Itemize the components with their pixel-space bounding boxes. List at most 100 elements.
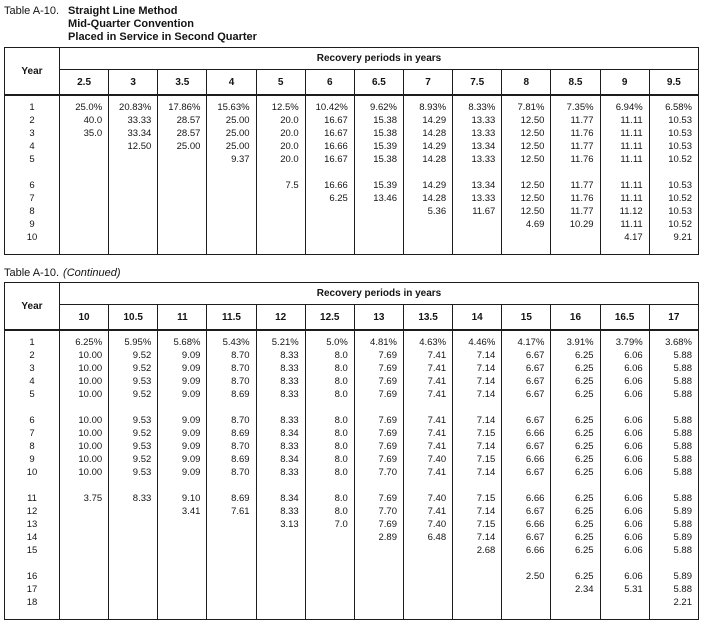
- value-cell: 7.14: [452, 388, 503, 401]
- table-row: 10 4.17 9.21: [4, 231, 700, 244]
- value-cell: 6.25%: [58, 336, 110, 349]
- value-cell: 6.25: [550, 492, 601, 505]
- value-cell: [402, 570, 454, 583]
- value-cell: [206, 218, 257, 231]
- value-cell: 40.0: [58, 114, 110, 127]
- spacer-row: [4, 95, 700, 101]
- value-cell: 6.06: [599, 570, 650, 583]
- table1-spacer-cell: [599, 166, 650, 179]
- value-cell: [108, 518, 159, 531]
- value-cell: 15.39: [353, 140, 404, 153]
- value-cell: [452, 583, 503, 596]
- value-cell: [157, 570, 208, 583]
- value-cell: 8.33: [255, 505, 306, 518]
- value-cell: 9.09: [157, 349, 208, 362]
- value-cell: 5.88: [648, 544, 700, 557]
- table1-spacer-cell: [402, 166, 454, 179]
- value-cell: [353, 583, 404, 596]
- table1-spacer-cell: [255, 244, 306, 255]
- table1-spacer-cell: [157, 166, 208, 179]
- year-cell: 8: [4, 205, 60, 218]
- value-cell: 8.0: [304, 492, 355, 505]
- table2-spacer-cell: [255, 401, 306, 414]
- table1-spacer-cell: [452, 166, 503, 179]
- table2-spacer-cell: [4, 479, 60, 492]
- table2-spacer-cell: [599, 609, 650, 620]
- value-cell: 25.00: [206, 140, 257, 153]
- value-cell: 6.25: [550, 427, 601, 440]
- value-cell: 5.21%: [255, 336, 306, 349]
- value-cell: [304, 218, 355, 231]
- value-cell: 8.33: [255, 440, 306, 453]
- value-cell: [353, 596, 404, 609]
- table-row: 3 35.0 33.34 28.57 25.00 20.0 16.67 15.38 14.28 1…: [4, 127, 700, 140]
- table2-spacer-cell: [648, 479, 700, 492]
- table-row: 11 3.75 8.33 9.10 8.69 8.34 8.0 7.69 7.40 7.15 6.6…: [4, 492, 700, 505]
- value-cell: 10.52: [648, 192, 700, 205]
- value-cell: [108, 596, 159, 609]
- year-cell: 8: [4, 440, 60, 453]
- value-cell: 9.52: [108, 388, 159, 401]
- value-cell: 9.37: [206, 153, 257, 166]
- value-cell: [58, 518, 110, 531]
- value-cell: 7.69: [353, 492, 404, 505]
- value-cell: 3.13: [255, 518, 306, 531]
- value-cell: 6.25: [550, 388, 601, 401]
- table1-spacer-cell: [304, 166, 355, 179]
- table2-spacer-cell: [206, 479, 257, 492]
- value-cell: 6.06: [599, 427, 650, 440]
- table1-spacer-cell: [4, 244, 60, 255]
- table2-spacer-cell: [353, 609, 404, 620]
- value-cell: 6.67: [501, 388, 552, 401]
- value-cell: [304, 596, 355, 609]
- value-cell: 6.25: [550, 544, 601, 557]
- value-cell: 7.70: [353, 505, 404, 518]
- value-cell: 2.89: [353, 531, 404, 544]
- value-cell: [157, 583, 208, 596]
- value-cell: 7.15: [452, 453, 503, 466]
- value-cell: 9.52: [108, 427, 159, 440]
- table1-spacer-cell: [648, 95, 700, 101]
- value-cell: 6.67: [501, 414, 552, 427]
- table1-spacer-cell: [304, 244, 355, 255]
- value-cell: 10.53: [648, 179, 700, 192]
- value-cell: 25.0%: [58, 101, 110, 114]
- value-cell: 9.09: [157, 466, 208, 479]
- value-cell: 6.06: [599, 544, 650, 557]
- value-cell: 10.00: [58, 440, 110, 453]
- value-cell: 7.14: [452, 414, 503, 427]
- value-cell: 7.69: [353, 414, 404, 427]
- value-cell: 2.21: [648, 596, 700, 609]
- value-cell: 25.00: [157, 140, 208, 153]
- value-cell: 7.41: [402, 388, 454, 401]
- value-cell: 6.06: [599, 375, 650, 388]
- table2-spacer-cell: [648, 557, 700, 570]
- value-cell: 20.0: [255, 127, 306, 140]
- table-row: 1 6.25% 5.95% 5.68% 5.43% 5.21% 5.0% 4.81% 4.63%…: [4, 336, 700, 349]
- period-header: 16: [550, 304, 601, 331]
- value-cell: 6.66: [501, 427, 552, 440]
- year-cell: 1: [4, 101, 60, 114]
- value-cell: 13.33: [452, 153, 503, 166]
- value-cell: 20.83%: [108, 101, 159, 114]
- value-cell: 12.50: [501, 192, 552, 205]
- value-cell: 12.50: [501, 179, 552, 192]
- value-cell: [58, 140, 110, 153]
- year-cell: 4: [4, 140, 60, 153]
- year-cell: 11: [4, 492, 60, 505]
- value-cell: 6.67: [501, 466, 552, 479]
- table2-spacer-cell: [58, 609, 110, 620]
- value-cell: 5.88: [648, 414, 700, 427]
- value-cell: [501, 596, 552, 609]
- value-cell: 11.76: [550, 192, 601, 205]
- period-header: 9.5: [648, 69, 700, 96]
- value-cell: 6.66: [501, 453, 552, 466]
- period-header: 12: [255, 304, 306, 331]
- value-cell: 7.15: [452, 427, 503, 440]
- year-cell: 3: [4, 362, 60, 375]
- header-row-span: Year Recovery periods in years: [4, 47, 699, 96]
- value-cell: 8.34: [255, 492, 306, 505]
- value-cell: 9.09: [157, 375, 208, 388]
- table1-title-line-1: Straight Line Method: [68, 5, 178, 17]
- period-header: 7: [402, 69, 454, 96]
